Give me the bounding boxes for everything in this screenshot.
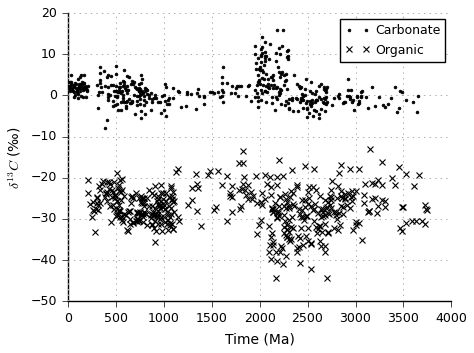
Carbonate: [376, 95, 382, 100]
Carbonate: [81, 81, 86, 85]
Organic: [134, 219, 139, 223]
Organic: [155, 214, 160, 218]
Legend: Carbonate, Organic: Carbonate, Organic: [340, 19, 445, 62]
Carbonate: [75, 92, 81, 96]
Carbonate: [312, 92, 318, 96]
Carbonate: [385, 102, 391, 106]
Organic: [392, 183, 398, 187]
Organic: [107, 204, 113, 208]
Carbonate: [102, 126, 108, 130]
Y-axis label: $\delta^{13}C$ (‰): $\delta^{13}C$ (‰): [7, 126, 23, 189]
Carbonate: [280, 28, 285, 32]
Line: Organic: Organic: [85, 145, 430, 282]
Line: Carbonate: Carbonate: [65, 27, 420, 131]
Organic: [277, 195, 283, 199]
Organic: [367, 147, 373, 151]
Carbonate: [261, 63, 267, 67]
Organic: [274, 216, 280, 221]
Organic: [419, 219, 425, 223]
Organic: [324, 276, 329, 280]
X-axis label: Time (Ma): Time (Ma): [225, 332, 294, 346]
Carbonate: [162, 99, 168, 103]
Carbonate: [399, 89, 404, 94]
Organic: [399, 205, 405, 209]
